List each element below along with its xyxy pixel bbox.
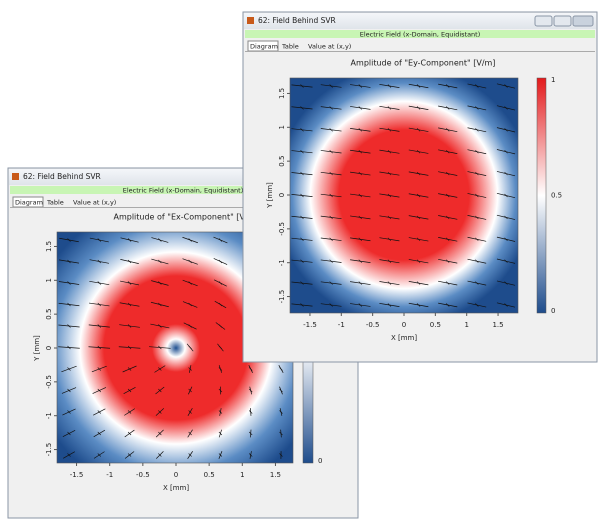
x-tick-label: 1.5 xyxy=(492,321,503,329)
y-axis-label: Y [mm] xyxy=(33,335,41,362)
y-tick-label: -1 xyxy=(278,259,286,266)
x-tick-label: 0 xyxy=(402,321,406,329)
colorbar-label: 1 xyxy=(551,76,555,84)
x-tick-label: 1 xyxy=(464,321,468,329)
tab[interactable]: Diagram xyxy=(250,43,278,51)
plot-title: Amplitude of "Ex-Component" [V/m] xyxy=(113,213,258,222)
window-icon xyxy=(247,17,254,24)
close-button[interactable] xyxy=(573,16,593,26)
x-tick-label: -1 xyxy=(338,321,345,329)
window-title: 62: Field Behind SVR xyxy=(258,16,336,25)
x-axis-label: X [mm] xyxy=(391,334,417,342)
maximize-button[interactable] xyxy=(554,16,571,26)
colorbar-label: 0 xyxy=(318,457,322,465)
y-tick-label: -0.5 xyxy=(45,375,53,389)
header-text: Electric Field (x-Domain, Equidistant) xyxy=(123,187,244,195)
y-tick-label: 0 xyxy=(45,346,53,350)
y-tick-label: 0.5 xyxy=(45,309,53,320)
heatmap xyxy=(274,65,534,325)
header-text: Electric Field (x-Domain, Equidistant) xyxy=(360,31,481,39)
y-tick-label: -1 xyxy=(45,412,53,419)
x-tick-label: -1.5 xyxy=(303,321,317,329)
y-tick-label: -1.5 xyxy=(278,290,286,304)
x-tick-label: 0 xyxy=(174,471,178,479)
colorbar-label: 0 xyxy=(551,307,555,315)
colorbar-label: 0.5 xyxy=(551,192,562,200)
tab[interactable]: Value at (x,y) xyxy=(308,43,351,51)
window: 62: Field Behind SVR Electric Field (x-Do… xyxy=(243,12,597,362)
heatmap-field xyxy=(274,65,534,325)
colorbar xyxy=(537,78,546,313)
y-tick-label: 1.5 xyxy=(278,88,286,99)
window-icon xyxy=(12,173,19,180)
y-tick-label: -1.5 xyxy=(45,443,53,457)
x-tick-label: -0.5 xyxy=(136,471,150,479)
x-tick-label: 1 xyxy=(240,471,244,479)
y-axis-label: Y [mm] xyxy=(266,182,274,209)
y-tick-label: 0.5 xyxy=(278,156,286,167)
x-tick-label: -0.5 xyxy=(366,321,380,329)
tab[interactable]: Diagram xyxy=(15,199,43,207)
x-tick-label: 0.5 xyxy=(204,471,215,479)
minimize-button[interactable] xyxy=(535,16,552,26)
plot-title: Amplitude of "Ey-Component" [V/m] xyxy=(351,59,496,68)
x-tick-label: 1.5 xyxy=(270,471,281,479)
x-tick-label: -1 xyxy=(106,471,113,479)
tab[interactable]: Value at (x,y) xyxy=(73,199,116,207)
y-tick-label: 0 xyxy=(278,193,286,197)
window-title: 62: Field Behind SVR xyxy=(23,172,101,181)
tab[interactable]: Table xyxy=(46,199,64,207)
x-tick-label: 0.5 xyxy=(430,321,441,329)
tab[interactable]: Table xyxy=(281,43,299,51)
y-tick-label: 1 xyxy=(45,278,53,282)
y-tick-label: -0.5 xyxy=(278,222,286,236)
x-axis-label: X [mm] xyxy=(163,484,189,492)
y-tick-label: 1 xyxy=(278,125,286,129)
y-tick-label: 1.5 xyxy=(45,241,53,252)
x-tick-label: -1.5 xyxy=(70,471,84,479)
